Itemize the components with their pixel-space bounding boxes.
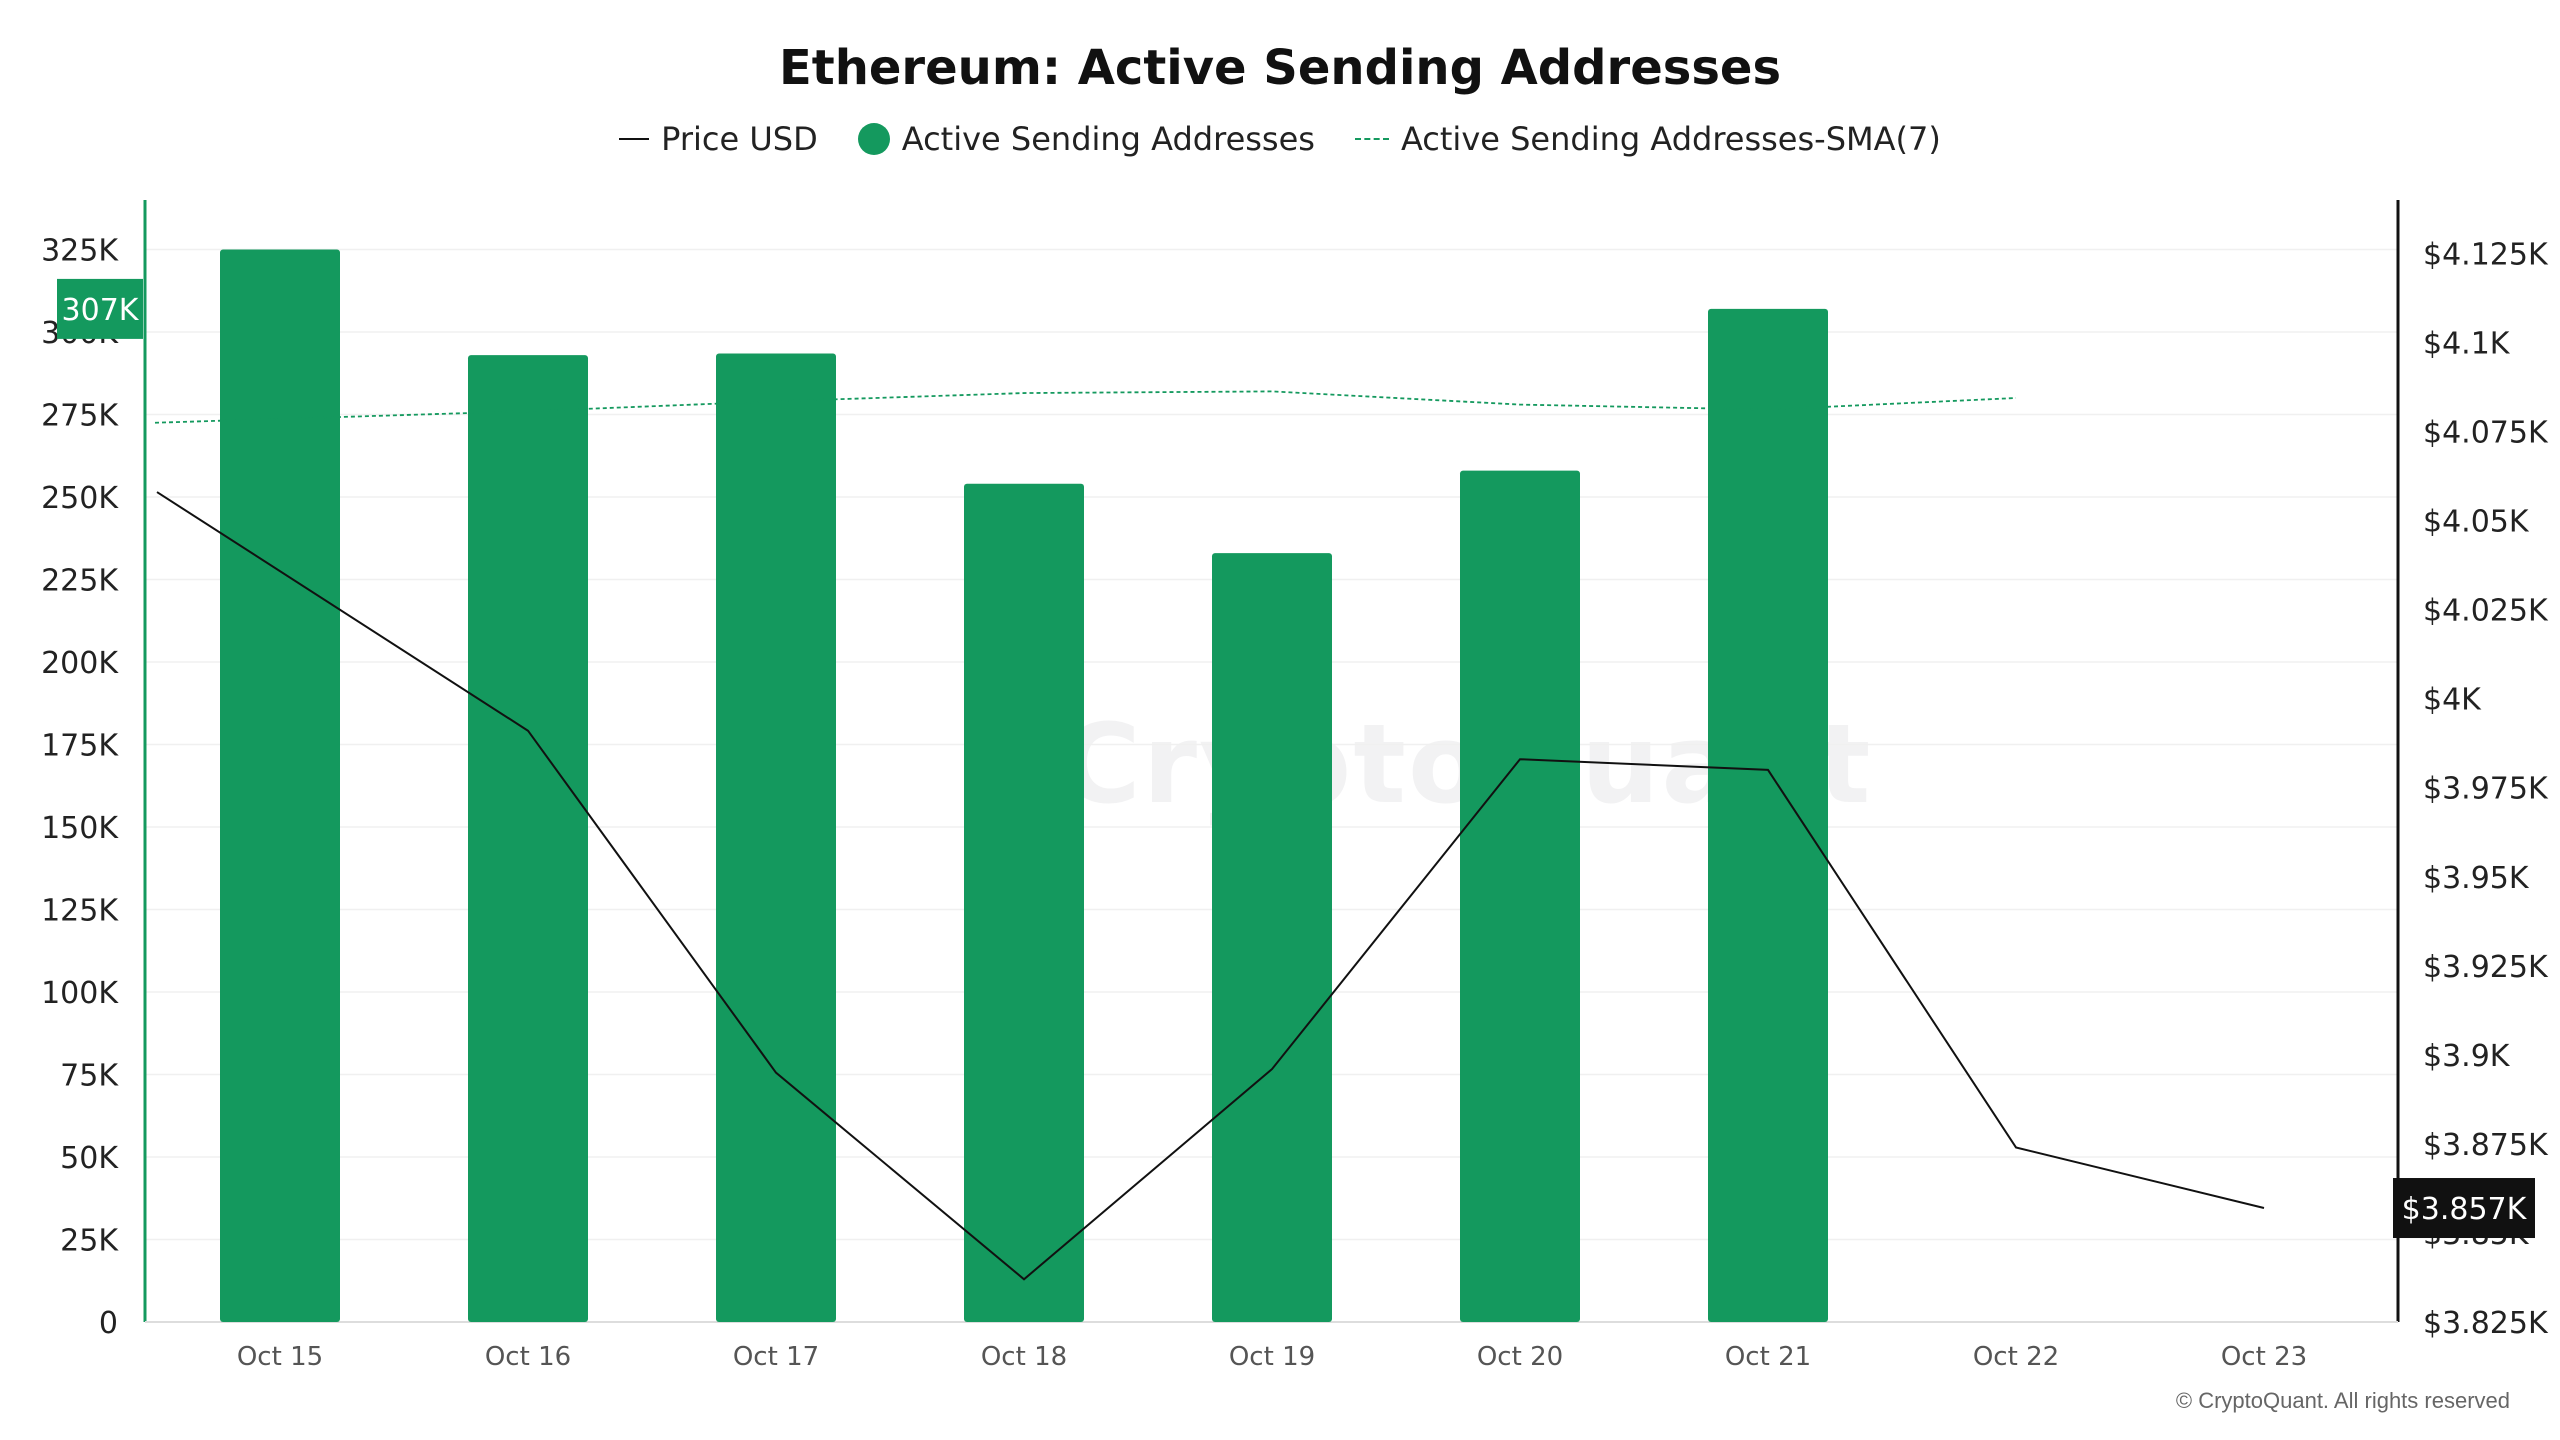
chart-legend: Price USD Active Sending Addresses Activ… [0, 120, 2560, 158]
y-left-tick-label: 175K [41, 729, 119, 764]
bar-active-sending-addresses[interactable] [220, 249, 340, 1323]
left-axis-highlight-badge [57, 278, 143, 339]
y-right-tick-label: $3.825K [2423, 1306, 2549, 1341]
x-tick-label: Oct 22 [1973, 1342, 2059, 1372]
sma-line[interactable] [154, 390, 2017, 424]
y-right-tick-label: $4.1K [2423, 326, 2511, 361]
legend-label-sma: Active Sending Addresses-SMA(7) [1400, 120, 1941, 158]
y-right-tick-label: $4.075K [2423, 416, 2549, 451]
legend-dot-icon [857, 123, 890, 155]
y-left-tick-label: 100K [41, 976, 119, 1011]
y-right-tick-label: $3.9K [2423, 1039, 2511, 1074]
bar-active-sending-addresses[interactable] [1212, 553, 1332, 1322]
x-tick-label: Oct 19 [1229, 1342, 1315, 1372]
y-right-tick-label: $3.925K [2423, 950, 2549, 985]
y-left-tick-label: 250K [41, 481, 119, 516]
right-axis-highlight-label: $3.857K [2402, 1192, 2528, 1227]
left-axis-highlight-label: 307K [62, 293, 140, 328]
x-tick-label: Oct 20 [1477, 1342, 1563, 1372]
y-left-tick-label: 50K [60, 1141, 119, 1176]
y-left-tick-label: 225K [41, 564, 119, 599]
y-right-tick-label: $4.05K [2423, 505, 2530, 540]
copyright-notice: © CryptoQuant. All rights reserved [2175, 1388, 2510, 1413]
chart-title: Ethereum: Active Sending Addresses [778, 40, 1782, 96]
y-left-tick-label: 275K [41, 399, 119, 434]
y-left-tick-label: 200K [41, 646, 119, 681]
y-left-tick-label: 75K [60, 1059, 119, 1094]
bar-active-sending-addresses[interactable] [716, 353, 836, 1322]
legend-label-price-usd: Price USD [661, 120, 818, 158]
y-right-tick-label: $4.025K [2423, 594, 2549, 629]
y-right-tick-label: $3.975K [2423, 772, 2549, 807]
y-left-tick-label: 150K [41, 811, 119, 846]
x-tick-label: Oct 18 [981, 1342, 1067, 1372]
x-tick-label: Oct 23 [2221, 1342, 2307, 1372]
legend-item-sma[interactable]: Active Sending Addresses-SMA(7) [1354, 120, 1941, 158]
legend-line-icon [619, 138, 650, 140]
y-right-tick-label: $4K [2423, 683, 2482, 718]
legend-label-active-sending-addresses: Active Sending Addresses [901, 120, 1315, 158]
y-left-tick-label: 325K [41, 234, 119, 269]
x-tick-label: Oct 16 [485, 1342, 571, 1372]
y-right-tick-label: $3.875K [2423, 1128, 2549, 1163]
x-tick-label: Oct 21 [1725, 1342, 1811, 1372]
y-left-tick-label: 25K [60, 1224, 119, 1259]
y-right-tick-label: $3.95K [2423, 861, 2530, 896]
legend-item-price-usd[interactable]: Price USD [619, 120, 818, 158]
x-tick-label: Oct 17 [733, 1342, 819, 1372]
bar-active-sending-addresses[interactable] [468, 355, 588, 1323]
bar-active-sending-addresses[interactable] [964, 483, 1084, 1322]
y-left-tick-label: 0 [99, 1306, 118, 1341]
y-right-tick-label: $4.125K [2423, 237, 2549, 272]
price-line[interactable] [156, 491, 2265, 1281]
bar-active-sending-addresses[interactable] [1460, 470, 1580, 1323]
y-left-tick-label: 125K [41, 894, 119, 929]
bar-active-sending-addresses[interactable] [1708, 308, 1828, 1322]
legend-item-active-sending-addresses[interactable]: Active Sending Addresses [857, 120, 1315, 158]
x-tick-label: Oct 15 [237, 1342, 323, 1372]
right-axis-highlight-badge [2393, 1178, 2535, 1239]
legend-dashed-line-icon [1354, 138, 1389, 140]
